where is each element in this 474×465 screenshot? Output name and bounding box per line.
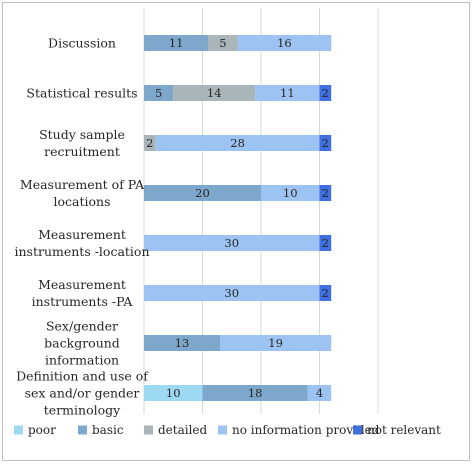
bar-segment-not-relevant-3: [319, 185, 332, 201]
bar-segment-detailed-0: [208, 35, 238, 51]
data-label: 30: [224, 236, 239, 250]
data-label: 18: [248, 386, 263, 400]
legend-swatch-poor: [14, 425, 23, 435]
bar-segment-basic-3: [144, 185, 261, 201]
data-label: 30: [224, 286, 239, 300]
bar-segment-no-information-provided-0: [237, 35, 332, 51]
bar-segment-basic-0: [144, 35, 209, 51]
data-label: 2: [146, 136, 153, 150]
data-label: 2: [322, 136, 329, 150]
chart-frame: [2, 2, 470, 461]
bar-segment-poor-7: [144, 385, 203, 401]
legend-label: not relevant: [367, 423, 441, 437]
legend-swatch-basic: [78, 425, 87, 435]
legend-swatch-not-relevant: [353, 425, 362, 435]
bar-segment-detailed-2: [144, 135, 156, 151]
legend: poor basic detailed no information provided…: [14, 423, 441, 437]
data-label: 14: [207, 86, 222, 100]
legend-label: poor: [28, 423, 56, 437]
bar-segment-no-information-provided-4: [144, 235, 320, 251]
legend-label: basic: [92, 423, 124, 437]
category-label: Sex/gender background information: [44, 319, 120, 368]
bar-segment-basic-6: [144, 335, 221, 351]
category-label: Study sample recruitment: [39, 127, 125, 159]
category-label: Measurement of PA locations: [20, 177, 145, 209]
bar-segment-no-information-provided-6: [220, 335, 332, 351]
data-label: 16: [277, 36, 292, 50]
legend-label: no information provided: [232, 423, 380, 437]
data-label: 10: [166, 386, 181, 400]
legend-swatch-detailed: [144, 425, 153, 435]
data-label: 20: [195, 186, 210, 200]
data-label: 2: [322, 186, 329, 200]
data-label: 11: [280, 86, 295, 100]
bars: 11 5 16 5 14 11 2 2 28 2 20 10 2 30 2 30 2 13 19 10 18 4: [144, 35, 332, 401]
category-label: Measurement instruments -PA: [32, 277, 134, 309]
legend-label: detailed: [158, 423, 208, 437]
data-label: 28: [230, 136, 245, 150]
data-label: 5: [219, 36, 226, 50]
data-label: 11: [169, 36, 184, 50]
bar-segment-no-information-provided-2: [155, 135, 320, 151]
bar-segment-no-information-provided-1: [255, 85, 320, 101]
gridlines: [143, 8, 379, 414]
category-label: Definition and use of sex and/or gender te…: [16, 369, 149, 418]
category-label: Discussion: [48, 36, 116, 51]
bar-segment-no-information-provided-3: [261, 185, 320, 201]
bar-segment-no-information-provided-5: [144, 285, 320, 301]
data-label: 5: [155, 86, 162, 100]
category-label: Measurement instruments -location: [14, 227, 149, 259]
bar-segment-detailed-1: [173, 85, 256, 101]
data-label: 2: [322, 86, 329, 100]
category-label: Statistical results: [26, 86, 137, 101]
bar-segment-not-relevant-1: [319, 85, 332, 101]
data-label: 19: [268, 336, 283, 350]
data-label: 2: [322, 286, 329, 300]
bar-segment-not-relevant-4: [319, 235, 332, 251]
bar-segment-not-relevant-5: [319, 285, 332, 301]
category-labels: Discussion Statistical results Study sampl…: [14, 36, 149, 418]
bar-segment-basic-7: [202, 385, 308, 401]
data-label: 2: [322, 236, 329, 250]
data-label: 10: [283, 186, 298, 200]
data-label: 13: [175, 336, 190, 350]
bar-segment-basic-1: [144, 85, 174, 101]
legend-swatch-no-information-provided: [218, 425, 227, 435]
bar-segment-no-information-provided-7: [307, 385, 332, 401]
bar-segment-not-relevant-2: [319, 135, 332, 151]
data-label: 4: [316, 386, 323, 400]
